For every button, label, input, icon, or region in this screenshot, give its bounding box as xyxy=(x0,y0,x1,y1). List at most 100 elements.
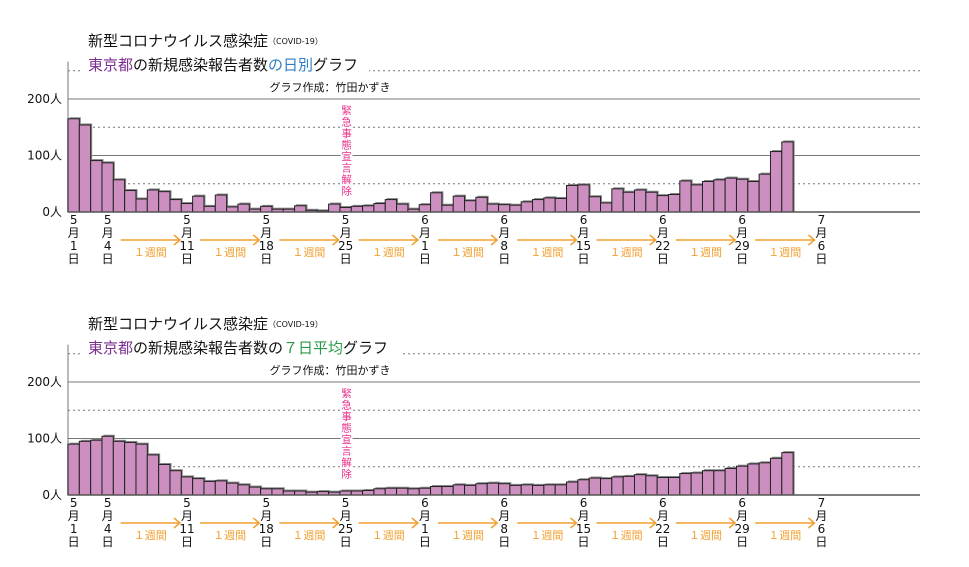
bar xyxy=(520,484,534,496)
week-label: １週間 xyxy=(292,529,325,542)
bar xyxy=(758,173,771,213)
annotation-char: 除 xyxy=(341,185,352,198)
arrow-head-icon xyxy=(332,517,340,529)
week-label: １週間 xyxy=(610,246,643,259)
arrow-head-icon xyxy=(173,234,182,246)
bar xyxy=(656,195,669,213)
bar xyxy=(90,160,103,213)
x-tick-label: 月 xyxy=(181,226,193,240)
week-label: １週間 xyxy=(530,246,563,259)
bar xyxy=(588,477,602,496)
bar xyxy=(600,202,613,213)
bar xyxy=(418,487,432,496)
x-tick-label: 1 xyxy=(70,522,78,536)
x-tick-label: 6 xyxy=(659,496,667,510)
bar xyxy=(350,205,364,213)
x-tick-label: 月 xyxy=(657,509,669,523)
bar xyxy=(260,488,273,496)
x-tick-label: 日 xyxy=(419,535,431,549)
x-tick-label: 月 xyxy=(68,509,80,523)
chart-title: 新型コロナウイルス感染症（COVID-19） xyxy=(88,32,323,50)
x-tick-label: 月 xyxy=(102,509,114,523)
x-tick-label: 日 xyxy=(260,535,272,549)
annotation-bg xyxy=(340,115,353,127)
x-tick-label: 6 xyxy=(818,522,826,536)
week-label: １週間 xyxy=(134,246,167,259)
annotation-char: 急 xyxy=(341,116,352,129)
annotation-char: 除 xyxy=(341,468,352,481)
arrow-head-icon xyxy=(807,234,816,246)
x-tick-label: 月 xyxy=(578,509,590,523)
bar xyxy=(430,486,443,496)
week-label: １週間 xyxy=(451,246,484,259)
x-tick-label: 月 xyxy=(657,226,669,240)
bar xyxy=(769,151,783,213)
subtitle-part: 東京都 xyxy=(88,56,133,74)
x-tick-label: 8 xyxy=(500,239,508,253)
bar xyxy=(101,435,114,496)
bar xyxy=(180,476,194,496)
x-tick-label: 月 xyxy=(68,226,80,240)
bar xyxy=(203,205,216,213)
annotation-char: 緊 xyxy=(341,105,352,117)
chart-1: 0人 100人 200人 新型コロナウイルス感染症（COVID-19） 東京都の新規感染… xyxy=(27,32,920,266)
x-tick-label: 月 xyxy=(181,509,193,523)
bar xyxy=(294,205,307,213)
y-tick-label: 0人 xyxy=(42,205,62,219)
bar xyxy=(78,440,92,496)
week-label: １週間 xyxy=(768,529,801,542)
x-tick-label: 日 xyxy=(340,535,352,549)
x-tick-label: 日 xyxy=(181,535,193,549)
bar xyxy=(645,191,658,213)
annotation-bg xyxy=(340,467,353,479)
emergency-lift-annotation: 緊急事態宣言解除 xyxy=(341,105,352,198)
annotation-bg xyxy=(340,104,353,116)
chart-title: 新型コロナウイルス感染症（COVID-19） xyxy=(88,315,323,333)
bar xyxy=(418,204,432,213)
bar xyxy=(645,475,658,496)
subtitle-part: の新規感染報告者数 xyxy=(133,56,268,74)
credit: グラフ作成：竹田かずき xyxy=(270,80,391,94)
week-label: １週間 xyxy=(213,529,246,542)
x-tick-label: 5 xyxy=(183,496,191,510)
x-tick-label: 日 xyxy=(498,535,510,549)
x-tick-label: 6 xyxy=(421,213,429,227)
x-tick-label: 6 xyxy=(500,496,508,510)
arrow-head-icon xyxy=(411,517,420,529)
bar xyxy=(135,443,148,496)
bar xyxy=(509,204,522,213)
arrow-head-icon xyxy=(490,517,499,529)
x-tick-label: 日 xyxy=(815,252,827,266)
bar xyxy=(452,484,466,496)
x-tick-label: 日 xyxy=(340,252,352,266)
bar xyxy=(441,486,454,496)
x-tick-label: 29 xyxy=(734,522,749,536)
x-tick-label: 日 xyxy=(578,535,590,549)
x-tick-label: 月 xyxy=(498,226,510,240)
x-tick-label: 日 xyxy=(419,252,431,266)
x-tick-label: 18 xyxy=(259,239,274,253)
x-tick-label: 29 xyxy=(734,239,749,253)
x-tick-label: 日 xyxy=(815,535,827,549)
subtitle-part: グラフ xyxy=(343,339,388,357)
arrow-head-icon xyxy=(173,517,182,529)
bar xyxy=(464,484,477,496)
title-note: （COVID-19） xyxy=(268,37,323,46)
subtitle-part: ７日平均 xyxy=(283,339,343,357)
x-tick-label: 6 xyxy=(659,213,667,227)
annotation-bg xyxy=(340,173,353,185)
y-tick-label: 0人 xyxy=(42,488,62,502)
bar xyxy=(430,192,443,213)
x-tick-label: 25 xyxy=(338,522,353,536)
bar xyxy=(724,467,737,496)
annotation-char: 急 xyxy=(341,399,352,412)
annotation-bg xyxy=(340,161,353,173)
bar xyxy=(146,189,160,213)
bar xyxy=(475,196,488,213)
x-tick-label: 日 xyxy=(657,535,669,549)
bar xyxy=(67,443,80,496)
bar xyxy=(747,180,760,213)
x-tick-label: 22 xyxy=(655,239,670,253)
week-label: １週間 xyxy=(451,529,484,542)
subtitle-part: の日別 xyxy=(268,56,313,74)
